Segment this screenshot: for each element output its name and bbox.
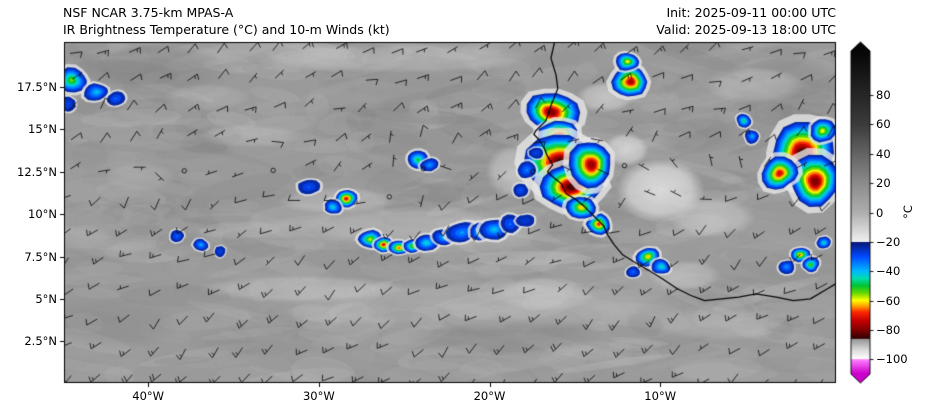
y-tick-label: 17.5°N bbox=[17, 79, 57, 94]
colorbar-tick-label: 60 bbox=[876, 117, 891, 132]
title-block-right: Init: 2025-09-11 00:00 UTC Valid: 2025-0… bbox=[656, 5, 836, 38]
y-tick-label: 10°N bbox=[28, 207, 57, 222]
colorbar-tick-label: 80 bbox=[876, 88, 891, 103]
title-block-left: NSF NCAR 3.75-km MPAS-A IR Brightness Te… bbox=[63, 5, 390, 38]
y-tick-label: 2.5°N bbox=[24, 334, 57, 349]
y-tick-label: 7.5°N bbox=[24, 249, 57, 264]
x-tick-label: 10°W bbox=[644, 389, 677, 403]
y-tick-label: 5°N bbox=[35, 291, 57, 306]
model-name: NSF NCAR 3.75-km MPAS-A bbox=[63, 5, 234, 20]
colorbar-tick-label: −100 bbox=[876, 352, 908, 367]
colorbar-tick-label: −20 bbox=[876, 234, 901, 249]
colorbar-tick-label: 0 bbox=[876, 205, 884, 220]
valid-time: Valid: 2025-09-13 18:00 UTC bbox=[656, 21, 836, 37]
field-description: IR Brightness Temperature (°C) and 10-m … bbox=[63, 21, 390, 37]
colorbar-tick-label: −60 bbox=[876, 293, 901, 308]
colorbar-unit-label: °C bbox=[901, 205, 915, 219]
y-tick-label: 15°N bbox=[28, 122, 57, 137]
x-tick-label: 20°W bbox=[473, 389, 506, 403]
colorbar-tick-label: 20 bbox=[876, 176, 891, 191]
x-tick-label: 40°W bbox=[132, 389, 165, 403]
colorbar-tick-label: 40 bbox=[876, 146, 891, 161]
init-time: Init: 2025-09-11 00:00 UTC bbox=[666, 5, 836, 20]
y-tick-label: 12.5°N bbox=[17, 164, 57, 179]
colorbar-tick-label: −80 bbox=[876, 322, 901, 337]
x-tick-label: 30°W bbox=[302, 389, 335, 403]
colorbar-tick-label: −40 bbox=[876, 264, 901, 279]
